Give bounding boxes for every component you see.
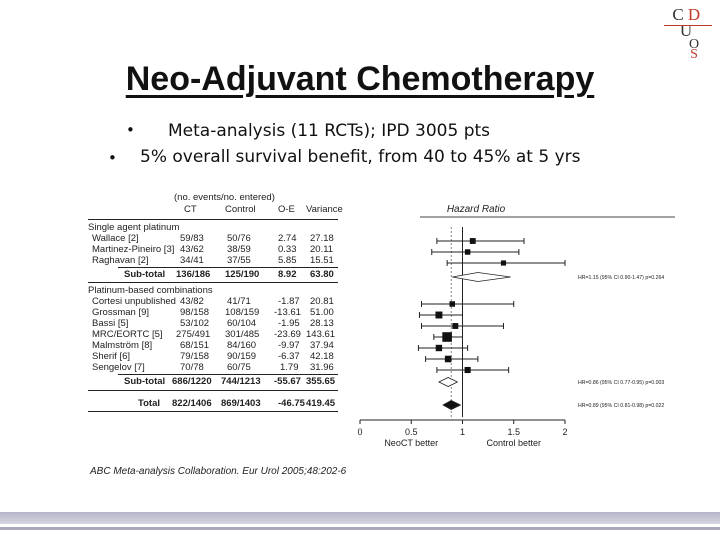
- bullet-marker: •: [108, 149, 117, 167]
- cduos-logo: C D U O S: [662, 4, 714, 62]
- study-point: [449, 301, 456, 307]
- logo-divider: [664, 25, 712, 26]
- bullet-text: Meta-analysis (11 RCTs); IPD 3005 pts: [168, 121, 491, 141]
- bullet-item: • 5% overall survival benefit, from 40 t…: [108, 147, 581, 167]
- slide-title: Neo-Adjuvant Chemotherapy: [125, 60, 595, 98]
- bullet-item: • Meta-analysis (11 RCTs); IPD 3005 pts: [126, 121, 491, 141]
- study-point: [435, 344, 443, 352]
- logo-letter: D: [687, 5, 701, 24]
- study-point: [500, 260, 507, 266]
- pooled-diamond: [438, 377, 459, 387]
- bullet-marker: •: [126, 121, 135, 139]
- study-point: [464, 249, 471, 255]
- bullet-text: 5% overall survival benefit, from 40 to …: [140, 147, 581, 167]
- x-tick-label: 1: [460, 427, 465, 437]
- pooled-estimate-label: HR=1.15 (95% CI 0.90-1.47) p=0.264: [578, 275, 664, 281]
- table-rule: [118, 374, 338, 375]
- citation: ABC Meta-analysis Collaboration. Eur Uro…: [90, 466, 347, 477]
- table-rule: [88, 282, 338, 283]
- logo-letter: C: [672, 5, 684, 24]
- x-label-left: NeoCT better: [384, 438, 438, 448]
- table-rule: [88, 411, 338, 412]
- logo-letter: U: [679, 21, 693, 40]
- study-point: [442, 332, 452, 342]
- study-point: [444, 355, 452, 363]
- table-rule: [118, 267, 338, 268]
- footer-bar: [0, 512, 720, 524]
- forest-plot-title: Hazard Ratio: [447, 204, 506, 215]
- study-point: [435, 311, 443, 319]
- x-tick-label: 2: [562, 427, 567, 437]
- pooled-diamond: [442, 400, 462, 410]
- forest-plot: Hazard Ratio HR=1.15 (95% CI 0.90-1.47) …: [357, 204, 675, 448]
- meta-analysis-table: (no. events/no. entered) CT Control O-E …: [88, 192, 348, 417]
- table-rule: [88, 390, 338, 391]
- pooled-diamond: [452, 272, 511, 282]
- study-point: [464, 366, 471, 374]
- x-label-right: Control better: [486, 438, 541, 448]
- x-tick-label: 1.5: [507, 427, 520, 437]
- logo-letter: S: [690, 47, 698, 62]
- logo-letter: O: [688, 37, 700, 52]
- table-rule: [88, 219, 338, 220]
- pooled-estimate-label: HR=0.86 (95% CI 0.77-0.95) p=0.003: [578, 380, 664, 386]
- pooled-estimate-label: HR=0.89 (95% CI 0.81-0.98) p=0.022: [578, 403, 664, 409]
- x-tick-label: 0: [357, 427, 362, 437]
- x-tick-label: 0.5: [405, 427, 418, 437]
- footer-line: [0, 527, 720, 530]
- study-point: [452, 323, 459, 329]
- study-point: [469, 238, 476, 244]
